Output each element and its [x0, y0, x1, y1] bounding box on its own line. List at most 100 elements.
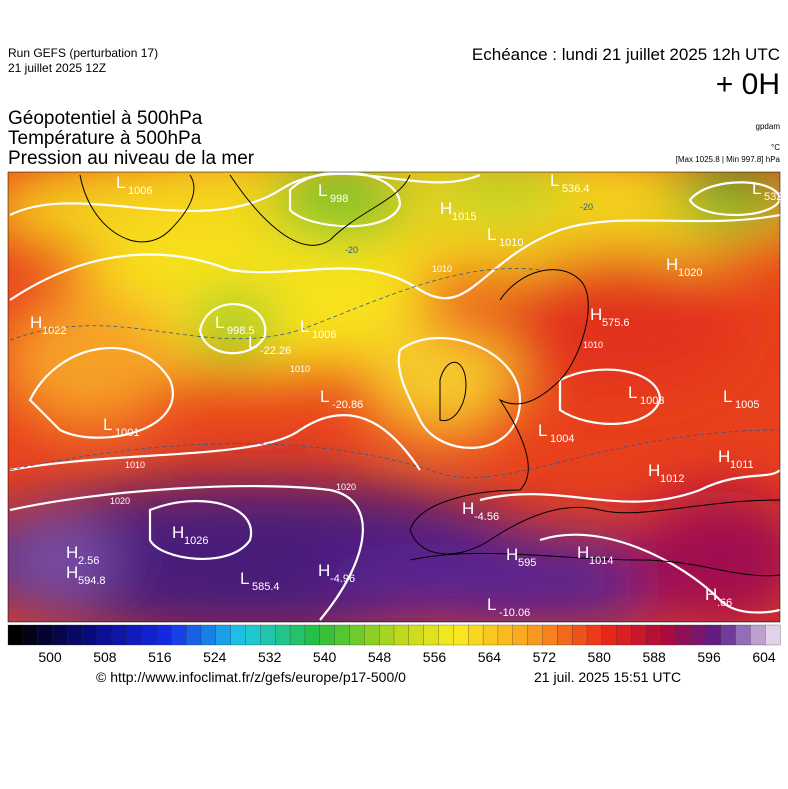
echeance: Echéance : lundi 21 juillet 2025 12h UTC [471, 45, 780, 64]
colorbar: 500 508 516 524 532 540 548 556 564 572 580 588 596 6… [7, 624, 781, 665]
pressure-center: H [648, 461, 660, 480]
colorbar-cell [572, 624, 588, 646]
colorbar-cell [304, 624, 321, 646]
colorbar-cell [52, 624, 68, 646]
center-value: 1006 [312, 329, 336, 341]
pressure-center: L [116, 173, 125, 192]
colorbar-cell [616, 624, 632, 646]
pressure-center: L [538, 421, 547, 440]
colorbar-label: 604 [752, 649, 776, 665]
colorbar-cell [512, 624, 529, 646]
colorbar-label: 556 [423, 649, 447, 665]
pressure-center: L [240, 569, 249, 588]
colorbar-cell [141, 624, 157, 646]
colorbar-cell [557, 624, 573, 646]
center-value: 998 [330, 193, 348, 205]
run: Run GEFS (perturbation 17) [8, 46, 159, 60]
isoline-label: -20 [580, 202, 593, 212]
colorbar-cell [408, 624, 425, 646]
pressure-center: H [577, 543, 589, 562]
pressure-center: H [172, 523, 184, 542]
colorbar-cell [423, 624, 439, 646]
center-value: 1022 [42, 325, 66, 337]
center-value: 2.56 [78, 555, 99, 567]
center-value: 998.5 [227, 325, 255, 337]
colorbar-label: 548 [368, 649, 392, 665]
colorbar-label: 564 [478, 649, 502, 665]
colorbar-cell [289, 624, 306, 646]
pressure-center: H [462, 499, 474, 518]
center-value: -22.26 [260, 345, 291, 357]
colorbar-cell [156, 624, 172, 646]
colorbar-cell [646, 624, 662, 646]
center-value: 575.6 [602, 317, 630, 329]
center-value: 1015 [452, 211, 476, 223]
pressure-center: L [487, 595, 496, 614]
center-value: 1004 [550, 433, 574, 445]
unit: gpdam [755, 122, 780, 131]
colorbar-label: 508 [93, 649, 117, 665]
pressure-center: L [723, 387, 732, 406]
pressure-center: L [103, 415, 112, 434]
isoline-label: 1010 [432, 264, 452, 274]
colorbar-cell [200, 624, 217, 646]
colorbar-cell [186, 624, 202, 646]
colorbar-cell [275, 624, 291, 646]
colorbar-cell [453, 624, 469, 646]
colorbar-cell [126, 624, 143, 646]
pressure-center: L [248, 333, 257, 352]
colorbar-label: 516 [148, 649, 172, 665]
isoline-label: 1020 [336, 482, 356, 492]
colorbar-cell [482, 624, 499, 646]
colorbar-cell [468, 624, 484, 646]
colorbar-cell [661, 624, 677, 646]
source-url: © http://www.infoclimat.fr/z/gefs/europe… [96, 669, 406, 685]
isoline-label: 1020 [110, 496, 130, 506]
colorbar-cell [720, 624, 736, 646]
colorbar-cell [379, 624, 395, 646]
colorbar-cell [735, 624, 751, 646]
pressure-center: H [66, 563, 78, 582]
pressure-center: L [300, 317, 309, 336]
pressure-center: H [506, 545, 518, 564]
colorbar-cell [690, 624, 707, 646]
pressure-center: H [590, 305, 602, 324]
colorbar-cell [171, 624, 187, 646]
field: Pression au niveau de la mer [8, 148, 255, 169]
pressure-center: L [628, 383, 637, 402]
isoline-label: 1010 [290, 364, 310, 374]
offset: + 0H [715, 68, 780, 101]
pressure-center: L [550, 171, 559, 190]
colorbar-cell [527, 624, 543, 646]
colorbar-cell [230, 624, 246, 646]
field: Géopotentiel à 500hPa [8, 108, 203, 129]
unit: °C [771, 143, 780, 152]
center-value: 585.4 [252, 581, 280, 593]
colorbar-cell [631, 624, 647, 646]
colorbar-cell [364, 624, 380, 646]
colorbar-label: 524 [203, 649, 227, 665]
colorbar-cell [438, 624, 454, 646]
colorbar-cell [349, 624, 365, 646]
colorbar-cell [705, 624, 722, 646]
colorbar-label: 540 [313, 649, 337, 665]
colorbar-cell [542, 624, 558, 646]
colorbar-cell [96, 624, 113, 646]
colorbar-cell [7, 624, 24, 646]
colorbar-cell [319, 624, 336, 646]
colorbar-cell [22, 624, 39, 646]
run-date: 21 juillet 2025 12Z [8, 61, 107, 75]
pressure-center: L [320, 387, 329, 406]
isoline-label: -20 [345, 245, 358, 255]
colorbar-cell [111, 624, 128, 646]
center-value: -20.86 [332, 399, 363, 411]
field: Température à 500hPa [8, 128, 202, 149]
pressure-center: L [487, 225, 496, 244]
center-value: 1005 [735, 399, 759, 411]
center-value: -4.96 [330, 573, 355, 585]
colorbar-cell [765, 624, 781, 646]
colorbar-label: 532 [258, 649, 282, 665]
center-value: 1011 [730, 459, 754, 471]
center-value: -10.06 [499, 607, 530, 619]
